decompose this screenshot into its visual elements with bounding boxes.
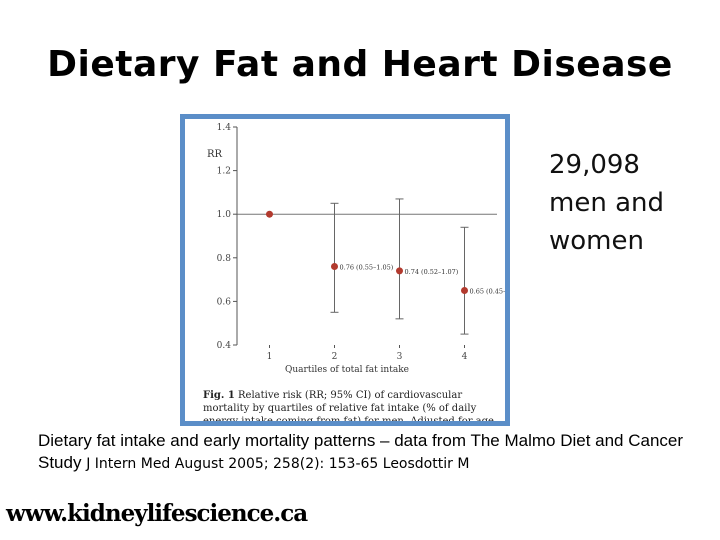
cohort-size-line-1: 29,098 (549, 150, 640, 180)
cohort-size-line-3: women (549, 226, 644, 256)
cohort-size-line-2: men and (549, 188, 664, 218)
data-point (266, 210, 273, 218)
x-tick-label: 2 (332, 352, 338, 362)
rr-chart: 0.4 0.6 0.8 1.0 1.2 1.4 RR 1 2 3 4 Quartiles of tot… (207, 123, 506, 375)
figure-caption-label: Fig. 1 (203, 390, 235, 401)
x-axis-label: Quartiles of total fat intake (285, 365, 409, 375)
y-tick-label: 0.6 (217, 297, 232, 307)
figure-image: 0.4 0.6 0.8 1.0 1.2 1.4 RR 1 2 3 4 Quartiles of tot… (180, 114, 510, 426)
y-tick-label: 0.8 (217, 254, 232, 264)
website-watermark: www.kidneylifescience.ca (6, 500, 308, 527)
citation-main: Dietary fat intake and early mortality p… (38, 431, 684, 472)
y-tick-label: 0.4 (217, 341, 232, 351)
cohort-size-note: 29,098 men and women (549, 146, 709, 260)
slide-title: Dietary Fat and Heart Disease (47, 44, 673, 85)
data-point (461, 287, 468, 294)
figure-caption: Fig. 1 Relative risk (RR; 95% CI) of car… (203, 389, 503, 426)
data-point (396, 267, 403, 275)
x-tick-label: 4 (462, 352, 468, 362)
data-point (331, 263, 338, 271)
data-point-label: 0.65 (0.45–0.94)* (470, 288, 506, 296)
data-point-label: 0.74 (0.52–1.07) (405, 268, 459, 276)
y-axis-label: RR (207, 149, 223, 160)
figure-caption-text: Relative risk (RR; 95% CI) of cardiovasc… (203, 390, 498, 426)
y-tick-label: 1.2 (217, 167, 231, 177)
x-tick-label: 1 (267, 352, 273, 362)
x-tick-label: 3 (397, 352, 403, 362)
study-citation: Dietary fat intake and early mortality p… (38, 430, 708, 475)
y-tick-label: 1.0 (217, 210, 232, 220)
y-tick-label: 1.4 (217, 123, 232, 133)
data-point-label: 0.76 (0.55–1.05) (340, 264, 394, 272)
citation-reference: J Intern Med August 2005; 258(2): 153-65… (86, 456, 470, 472)
